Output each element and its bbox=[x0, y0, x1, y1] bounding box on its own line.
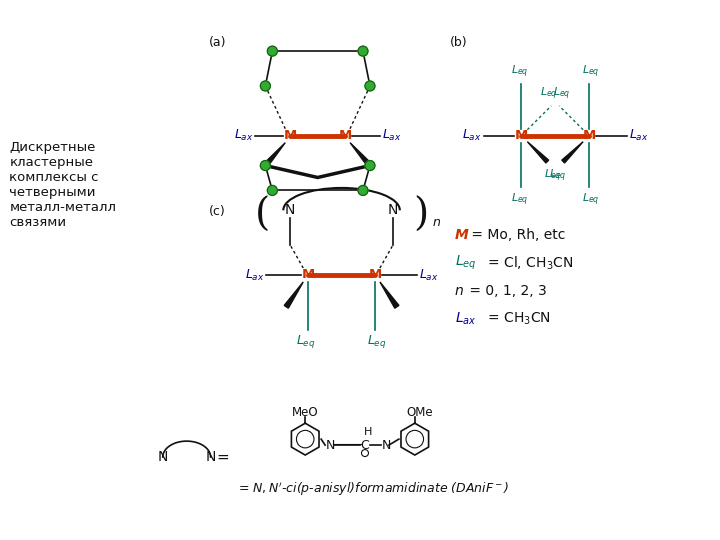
Text: M: M bbox=[302, 268, 315, 281]
Text: n: n bbox=[454, 284, 464, 298]
Polygon shape bbox=[380, 282, 399, 308]
Text: N: N bbox=[205, 450, 216, 464]
Circle shape bbox=[261, 81, 270, 91]
Text: M: M bbox=[369, 268, 382, 281]
Text: $L_{eq}$: $L_{eq}$ bbox=[549, 167, 567, 184]
Text: $L_{ax}$: $L_{ax}$ bbox=[245, 267, 264, 282]
Text: M: M bbox=[284, 129, 297, 142]
Text: H: H bbox=[364, 427, 372, 437]
Circle shape bbox=[365, 160, 375, 171]
Text: N: N bbox=[285, 203, 295, 217]
Text: = $N,N'$-ci($p$-anisyl)formamidinate (DAniF$^-$): = $N,N'$-ci($p$-anisyl)formamidinate (DA… bbox=[238, 480, 510, 498]
Text: $L_{eq}$: $L_{eq}$ bbox=[539, 85, 557, 102]
Text: M: M bbox=[515, 129, 528, 142]
Text: $L_{eq}$: $L_{eq}$ bbox=[544, 167, 561, 184]
Text: $L_{eq}$: $L_{eq}$ bbox=[582, 191, 600, 208]
Text: $L_{ax}$: $L_{ax}$ bbox=[419, 267, 438, 282]
Text: $L_{eq}$: $L_{eq}$ bbox=[582, 64, 600, 80]
Text: (a): (a) bbox=[209, 36, 226, 49]
Text: = 0, 1, 2, 3: = 0, 1, 2, 3 bbox=[464, 284, 546, 298]
Polygon shape bbox=[350, 143, 372, 167]
Text: (: ( bbox=[255, 197, 270, 234]
Circle shape bbox=[267, 185, 277, 195]
Text: N: N bbox=[158, 450, 168, 464]
Text: = Mo, Rh, etc: = Mo, Rh, etc bbox=[467, 228, 565, 242]
Text: $L_{ax}$: $L_{ax}$ bbox=[462, 128, 482, 143]
Text: = CH$_3$CN: = CH$_3$CN bbox=[482, 310, 551, 327]
Text: (c): (c) bbox=[209, 205, 225, 218]
Circle shape bbox=[358, 185, 368, 195]
Text: MeO: MeO bbox=[292, 406, 318, 419]
Text: (b): (b) bbox=[450, 36, 467, 49]
Text: M: M bbox=[338, 129, 351, 142]
Text: $L_{eq}$: $L_{eq}$ bbox=[367, 333, 387, 350]
Circle shape bbox=[261, 160, 270, 171]
Text: $L_{ax}$: $L_{ax}$ bbox=[234, 128, 253, 143]
Text: $L_{eq}$: $L_{eq}$ bbox=[454, 254, 476, 272]
Text: ): ) bbox=[413, 197, 428, 234]
Text: $L_{ax}$: $L_{ax}$ bbox=[382, 128, 402, 143]
Text: $L_{ax}$: $L_{ax}$ bbox=[454, 310, 476, 327]
Text: $L_{eq}$: $L_{eq}$ bbox=[510, 64, 528, 80]
Text: N: N bbox=[387, 203, 398, 217]
Polygon shape bbox=[284, 282, 303, 308]
Circle shape bbox=[365, 81, 375, 91]
Text: =: = bbox=[216, 449, 229, 464]
Text: M: M bbox=[454, 228, 469, 242]
Text: OMe: OMe bbox=[407, 406, 433, 419]
Text: Дискретные
кластерные
комплексы с
четверными
металл-металл
связями: Дискретные кластерные комплексы с четвер… bbox=[9, 140, 117, 228]
Text: C: C bbox=[361, 438, 369, 451]
Text: $L_{eq}$: $L_{eq}$ bbox=[510, 191, 528, 208]
Text: $L_{ax}$: $L_{ax}$ bbox=[629, 128, 649, 143]
Text: $L_{eq}$: $L_{eq}$ bbox=[553, 85, 571, 102]
Circle shape bbox=[267, 46, 277, 56]
Text: n: n bbox=[433, 216, 441, 229]
Text: N: N bbox=[382, 438, 391, 451]
Text: M: M bbox=[582, 129, 595, 142]
Polygon shape bbox=[562, 141, 583, 163]
Polygon shape bbox=[527, 141, 549, 163]
Text: $L_{eq}$: $L_{eq}$ bbox=[297, 333, 316, 350]
Circle shape bbox=[358, 46, 368, 56]
Polygon shape bbox=[264, 143, 285, 167]
Text: N: N bbox=[326, 438, 336, 451]
Text: = Cl, CH$_3$CN: = Cl, CH$_3$CN bbox=[482, 254, 573, 272]
